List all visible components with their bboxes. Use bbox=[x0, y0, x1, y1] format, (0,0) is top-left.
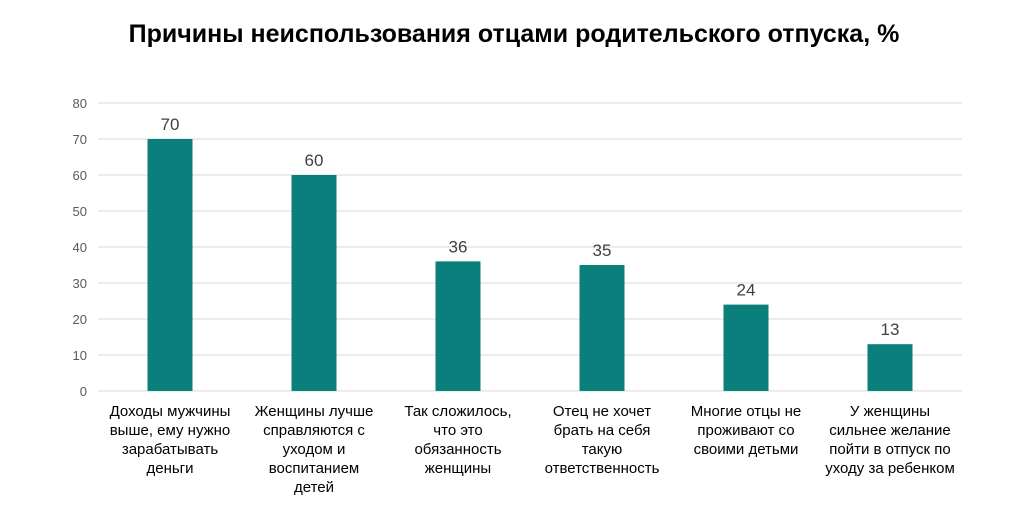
category-label-line: такую bbox=[582, 441, 623, 458]
y-tick-label: 70 bbox=[73, 132, 87, 147]
data-label: 70 bbox=[161, 115, 180, 134]
category-label-line: выше, ему нужно bbox=[110, 422, 231, 439]
y-tick-label: 10 bbox=[73, 348, 87, 363]
data-label: 60 bbox=[305, 151, 324, 170]
bar bbox=[723, 304, 769, 391]
category-label-line: своими детьми bbox=[694, 441, 799, 458]
data-label: 24 bbox=[737, 281, 756, 300]
category-label: У женщины сильнее желание пойти в отпуск п… bbox=[825, 403, 955, 477]
category-label: Женщины лучше справляются с уходом и воспит… bbox=[255, 403, 374, 496]
category-label-line: ответственность bbox=[545, 460, 660, 477]
category-label-line: Отец не хочет bbox=[553, 403, 651, 420]
y-tick-label: 40 bbox=[73, 240, 87, 255]
category-label-line: пойти в отпуск по bbox=[829, 441, 950, 458]
category-label-line: Доходы мужчины bbox=[110, 403, 231, 420]
category-label-line: Многие отцы не bbox=[691, 403, 802, 420]
y-tick-label: 60 bbox=[73, 168, 87, 183]
category-label-line: воспитанием bbox=[269, 460, 360, 477]
bar bbox=[291, 175, 337, 391]
bar bbox=[579, 265, 625, 391]
y-tick-label: 80 bbox=[73, 96, 87, 111]
category-label-line: женщины bbox=[425, 460, 491, 477]
category-label-line: деньги bbox=[146, 460, 193, 477]
y-tick-label: 30 bbox=[73, 276, 87, 291]
data-label: 35 bbox=[593, 241, 612, 260]
category-label: Доходы мужчины выше, ему нужно зарабатыват… bbox=[110, 403, 231, 477]
category-label-line: обязанность bbox=[414, 441, 501, 458]
data-label: 36 bbox=[449, 237, 468, 256]
category-label-line: что это bbox=[433, 422, 482, 439]
category-label-line: брать на себя bbox=[554, 422, 651, 439]
y-tick-label: 0 bbox=[80, 384, 87, 399]
chart-title: Причины неиспользования отцами родительс… bbox=[128, 20, 900, 48]
category-label: Многие отцы не проживают со своими детьми bbox=[691, 403, 802, 458]
category-label-line: детей bbox=[294, 479, 334, 496]
category-label-line: Так сложилось, bbox=[404, 403, 511, 420]
category-label: Отец не хочет брать на себя такую ответстве… bbox=[545, 403, 660, 477]
category-label-line: зарабатывать bbox=[122, 441, 218, 458]
category-label: Так сложилось, что это обязанность женщины bbox=[404, 403, 511, 477]
category-label-line: справляются с bbox=[263, 422, 365, 439]
y-tick-label: 50 bbox=[73, 204, 87, 219]
bar bbox=[867, 344, 913, 391]
bar bbox=[435, 261, 481, 391]
category-label-line: проживают со bbox=[697, 422, 794, 439]
category-label-line: уходу за ребенком bbox=[825, 460, 955, 477]
category-label-line: сильнее желание bbox=[829, 422, 951, 439]
category-label-line: уходом и bbox=[283, 441, 346, 458]
category-label-line: Женщины лучше bbox=[255, 403, 374, 420]
category-label-line: У женщины bbox=[850, 403, 930, 420]
y-tick-label: 20 bbox=[73, 312, 87, 327]
bar bbox=[147, 139, 193, 391]
data-label: 13 bbox=[881, 320, 900, 339]
